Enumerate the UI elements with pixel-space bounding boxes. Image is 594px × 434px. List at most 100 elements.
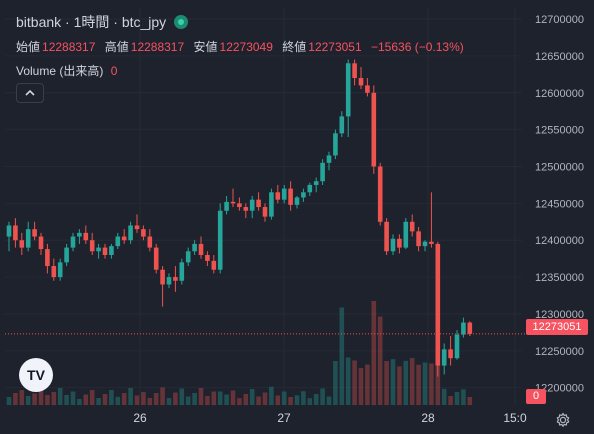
candle[interactable]	[435, 241, 441, 377]
candle[interactable]	[243, 203, 249, 219]
candle[interactable]	[166, 273, 172, 289]
candle[interactable]	[416, 226, 421, 252]
candle[interactable]	[409, 214, 415, 237]
volume-bar	[461, 389, 466, 405]
candle[interactable]	[269, 188, 274, 220]
candle[interactable]	[390, 234, 396, 255]
candle[interactable]	[313, 177, 319, 193]
candle[interactable]	[211, 254, 217, 274]
candle[interactable]	[352, 59, 357, 86]
tradingview-logo[interactable]: TV	[19, 358, 53, 392]
candle[interactable]	[128, 221, 133, 244]
settings-button[interactable]	[553, 410, 573, 430]
candle[interactable]	[365, 78, 370, 97]
candle[interactable]	[320, 159, 325, 185]
candle[interactable]	[19, 232, 25, 255]
volume-bar	[397, 366, 402, 405]
candle[interactable]	[237, 197, 242, 211]
candle[interactable]	[275, 184, 281, 204]
candle[interactable]	[397, 234, 402, 254]
volume-bar	[256, 396, 261, 405]
candle[interactable]	[115, 232, 121, 250]
candle[interactable]	[333, 129, 338, 160]
candle[interactable]	[179, 258, 185, 285]
candle[interactable]	[89, 232, 95, 255]
candle[interactable]	[25, 221, 31, 252]
candle[interactable]	[339, 111, 345, 138]
candle[interactable]	[345, 59, 351, 138]
candle-body	[256, 199, 261, 208]
volume-bar	[307, 398, 313, 405]
candle[interactable]	[467, 321, 473, 337]
candle-body	[70, 236, 76, 248]
candle[interactable]	[77, 229, 82, 244]
volume-bar	[153, 393, 159, 405]
candle[interactable]	[160, 266, 165, 307]
candle[interactable]	[45, 243, 50, 274]
candle[interactable]	[358, 66, 364, 90]
candle[interactable]	[454, 330, 460, 360]
candle[interactable]	[288, 181, 293, 211]
candle-body	[313, 181, 319, 185]
candle[interactable]	[249, 195, 255, 219]
volume-bar	[83, 394, 89, 405]
candle[interactable]	[224, 195, 229, 215]
candle[interactable]	[141, 225, 146, 241]
volume-bar	[64, 395, 69, 405]
candle[interactable]	[96, 243, 101, 259]
candle[interactable]	[173, 266, 178, 292]
candle[interactable]	[448, 336, 453, 366]
candle[interactable]	[6, 221, 12, 252]
candle[interactable]	[281, 184, 287, 204]
candle[interactable]	[32, 221, 37, 241]
candle[interactable]	[38, 232, 44, 255]
candle[interactable]	[205, 251, 210, 267]
candle[interactable]	[198, 236, 204, 259]
candle[interactable]	[83, 225, 89, 244]
candle[interactable]	[64, 243, 69, 267]
candle[interactable]	[147, 229, 153, 252]
candle[interactable]	[121, 229, 127, 244]
candle[interactable]	[422, 240, 428, 252]
candle[interactable]	[441, 343, 447, 375]
candle[interactable]	[57, 258, 63, 281]
volume-bar	[198, 388, 204, 405]
candle[interactable]	[371, 85, 377, 174]
candle[interactable]	[262, 203, 268, 222]
volume-bar	[96, 398, 101, 405]
collapse-legend-button[interactable]	[16, 83, 44, 103]
candle[interactable]	[429, 192, 434, 248]
candle[interactable]	[13, 218, 18, 248]
candle[interactable]	[301, 188, 306, 202]
candle[interactable]	[109, 243, 114, 259]
candle[interactable]	[384, 218, 389, 255]
candle[interactable]	[102, 243, 108, 259]
candle[interactable]	[185, 247, 191, 267]
high-label: 高値	[104, 40, 129, 54]
candle[interactable]	[70, 232, 76, 252]
candle[interactable]	[256, 192, 261, 211]
candle[interactable]	[217, 203, 223, 274]
candle[interactable]	[307, 182, 313, 196]
y-tick-label: 12700000	[535, 14, 584, 26]
candle-body	[275, 192, 281, 200]
candle[interactable]	[134, 214, 140, 233]
volume-bar	[467, 397, 473, 405]
candle[interactable]	[326, 151, 332, 171]
candle[interactable]	[294, 195, 300, 209]
candle-body	[237, 203, 242, 208]
candle[interactable]	[192, 240, 197, 255]
candle[interactable]	[461, 317, 466, 338]
candle[interactable]	[403, 218, 409, 250]
candle[interactable]	[51, 258, 57, 281]
y-tick-label: 12300000	[535, 309, 584, 321]
candle[interactable]	[230, 188, 236, 208]
candle-body	[294, 197, 300, 205]
volume-bar	[416, 364, 421, 405]
candle[interactable]	[153, 243, 159, 274]
candle[interactable]	[377, 162, 383, 226]
volume-value: 0	[110, 64, 118, 78]
candle-body	[102, 247, 108, 255]
